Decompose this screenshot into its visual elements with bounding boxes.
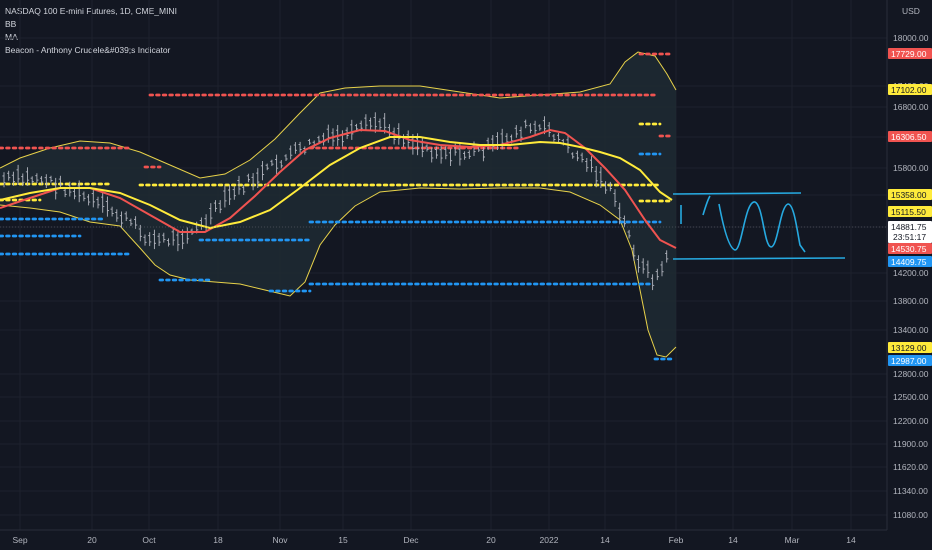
indicator-bb[interactable]: BB <box>5 19 17 29</box>
price-badge <box>888 355 932 366</box>
price-axis: 18000.0017400.0016800.0016306.5015800.00… <box>893 33 929 520</box>
bollinger-bands <box>0 51 677 358</box>
time-tick-label: Feb <box>669 535 684 545</box>
ma-fast-line <box>0 128 677 249</box>
price-tick-label: 16800.00 <box>893 102 929 112</box>
price-tick-label: 11080.00 <box>893 510 928 520</box>
time-tick-label: Nov <box>272 535 288 545</box>
price-badge <box>888 342 932 353</box>
price-tick-label: 11340.00 <box>893 486 928 496</box>
price-badge <box>888 131 932 142</box>
price-tick-label: 11620.00 <box>893 462 928 472</box>
drawing-stroke <box>702 195 711 216</box>
time-tick-label: 20 <box>87 535 97 545</box>
time-axis-bg <box>0 530 932 550</box>
moving-averages <box>0 128 677 249</box>
price-badge-label: 15115.50 <box>891 207 926 217</box>
price-badge <box>888 48 932 59</box>
price-tick-label: 12800.00 <box>893 369 929 379</box>
chart-legend: NASDAQ 100 E-mini Futures, 1D, CME_MINI … <box>5 5 177 57</box>
time-tick-label: Sep <box>12 535 27 545</box>
price-badge <box>888 84 932 95</box>
ma-slow-line <box>0 136 673 230</box>
price-badge-label: 14409.75 <box>891 257 927 267</box>
price-tick-label: 15800.00 <box>893 163 929 173</box>
indicator-ma[interactable]: MA <box>5 32 18 42</box>
price-badge <box>888 221 932 243</box>
price-badge <box>888 189 932 200</box>
time-tick-label: Oct <box>142 535 156 545</box>
drawing-wave <box>718 201 806 253</box>
price-tick-label: 18000.00 <box>893 33 929 43</box>
price-badge-label: 16306.50 <box>891 132 927 142</box>
bb-upper <box>0 51 677 179</box>
bb-fill <box>0 52 676 357</box>
price-badge <box>888 206 932 217</box>
price-badge-label: 12987.00 <box>891 356 927 366</box>
price-badge-label: 13129.00 <box>891 343 927 353</box>
time-tick-label: 14 <box>728 535 738 545</box>
price-tick-label: 11900.00 <box>893 439 928 449</box>
indicator-beacon[interactable]: Beacon - Anthony Crudele&#039;s Indicato… <box>5 45 171 55</box>
time-tick-label: 14 <box>846 535 856 545</box>
drawing-top-line <box>672 192 802 195</box>
time-tick-label: 18 <box>213 535 223 545</box>
price-badge-countdown: 23:51:17 <box>893 232 926 242</box>
bb-lower <box>0 187 677 358</box>
price-tick-label: 14200.00 <box>893 268 929 278</box>
price-tick-label: 12500.00 <box>893 392 929 402</box>
drawing-bottom-line <box>672 257 846 260</box>
time-tick-label: Mar <box>785 535 800 545</box>
currency-label: USD <box>902 6 920 16</box>
time-axis: Sep 20 Oct 18 Nov 15 Dec 20 2022 14 Feb 14 Mar 14 <box>12 535 856 545</box>
price-tick-label: 12200.00 <box>893 416 929 426</box>
user-drawing <box>672 192 846 260</box>
time-tick-label: Dec <box>403 535 419 545</box>
time-tick-label: 20 <box>486 535 496 545</box>
price-badge-label: 17729.00 <box>891 49 927 59</box>
time-tick-label: 14 <box>600 535 610 545</box>
price-badge-label: 17102.00 <box>891 85 927 95</box>
price-badge-label: 14530.75 <box>891 244 927 254</box>
price-badge <box>888 243 932 254</box>
price-badge-label: 15358.00 <box>891 190 927 200</box>
instrument-title: NASDAQ 100 E-mini Futures, 1D, CME_MINI <box>5 6 177 16</box>
price-badges: 17729.00 17102.00 16306.50 15358.00 15115.50… <box>888 48 932 366</box>
price-tick-label: 13400.00 <box>893 325 929 335</box>
price-badge <box>888 256 932 267</box>
price-badge-label: 14881.75 <box>891 222 927 232</box>
time-tick-label: 15 <box>338 535 348 545</box>
chart-grid <box>0 0 887 530</box>
price-tick-label: 13800.00 <box>893 296 929 306</box>
beacon-dots <box>0 52 674 361</box>
time-tick-label: 2022 <box>540 535 559 545</box>
